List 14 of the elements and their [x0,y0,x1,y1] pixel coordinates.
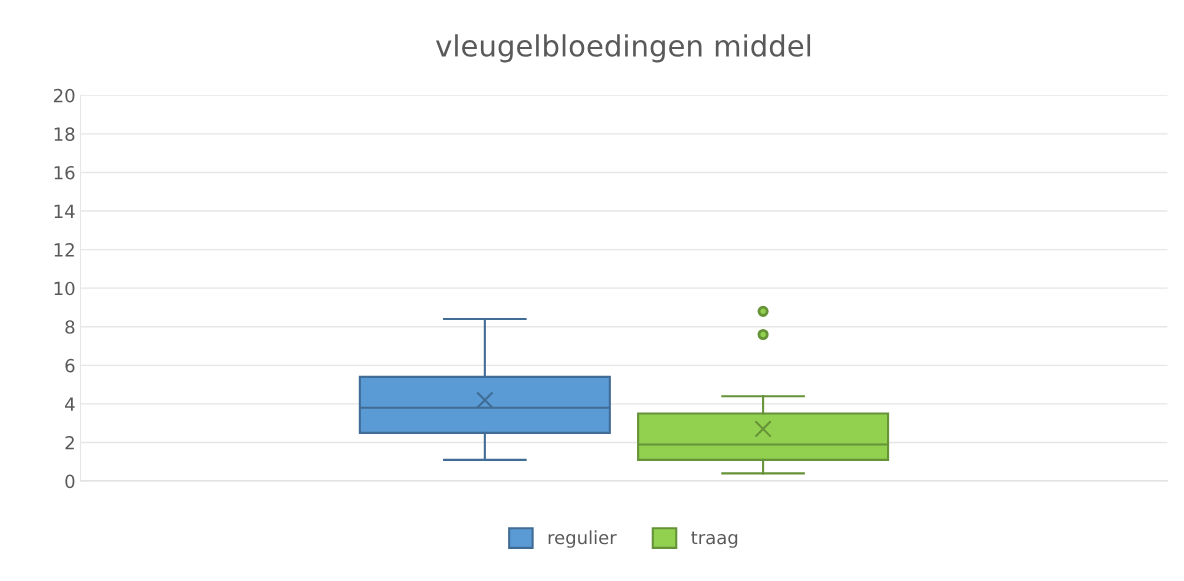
y-tick-label: 20 [54,88,75,103]
y-tick-label: 12 [54,243,74,257]
legend-label: regulier [548,530,617,548]
y-tick-label: 0 [65,474,75,489]
y-tick-label: 6 [65,358,75,373]
y-tick-label: 2 [65,435,74,450]
y-tick-label: 14 [54,204,75,218]
y-tick-label: 10 [54,281,75,296]
y-tick-label: 4 [65,397,75,411]
chart-title: vleugelbloedingen middel [435,34,811,63]
y-tick-label: 16 [54,165,75,180]
y-tick-label: 18 [54,127,75,141]
legend-label: traag [691,531,738,548]
y-tick-label: 8 [65,320,75,334]
